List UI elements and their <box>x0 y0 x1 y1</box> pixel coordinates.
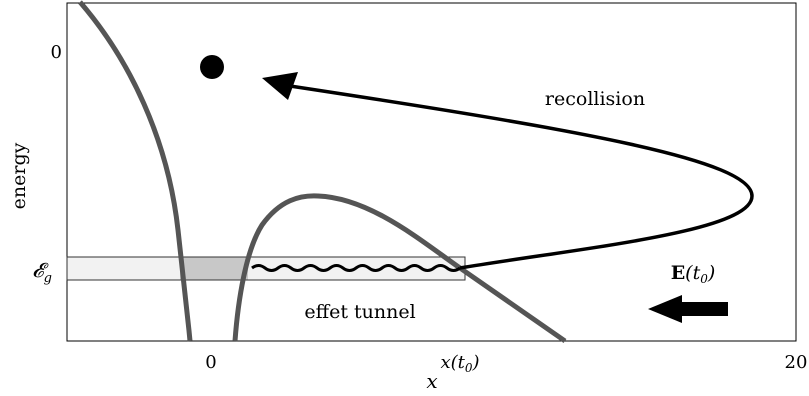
recollision-trajectory <box>289 84 754 270</box>
bound-well-fill <box>180 257 248 280</box>
field-arrow-icon <box>648 295 728 323</box>
tunnel-label: effet tunnel <box>304 301 415 323</box>
x-tick-t0: x(t0) <box>440 352 479 375</box>
y-tick-zero: 0 <box>51 42 62 63</box>
tunnel-wave <box>251 264 461 272</box>
y-tick-ground: 𝓔g <box>32 258 52 286</box>
plot-frame <box>66 2 797 342</box>
potential-barrier-branch <box>232 193 567 344</box>
recollision-label: recollision <box>545 88 645 110</box>
trajectory-arrowhead-icon <box>262 72 298 100</box>
x-axis-label: x <box>426 369 437 393</box>
x-tick-zero: 0 <box>205 352 216 373</box>
electron-dot-icon <box>200 55 224 79</box>
y-axis-label: energy <box>8 142 30 209</box>
potential-left-branch <box>78 0 193 342</box>
field-label: E(t0) <box>671 262 716 286</box>
x-tick-max: 20 <box>785 352 808 373</box>
